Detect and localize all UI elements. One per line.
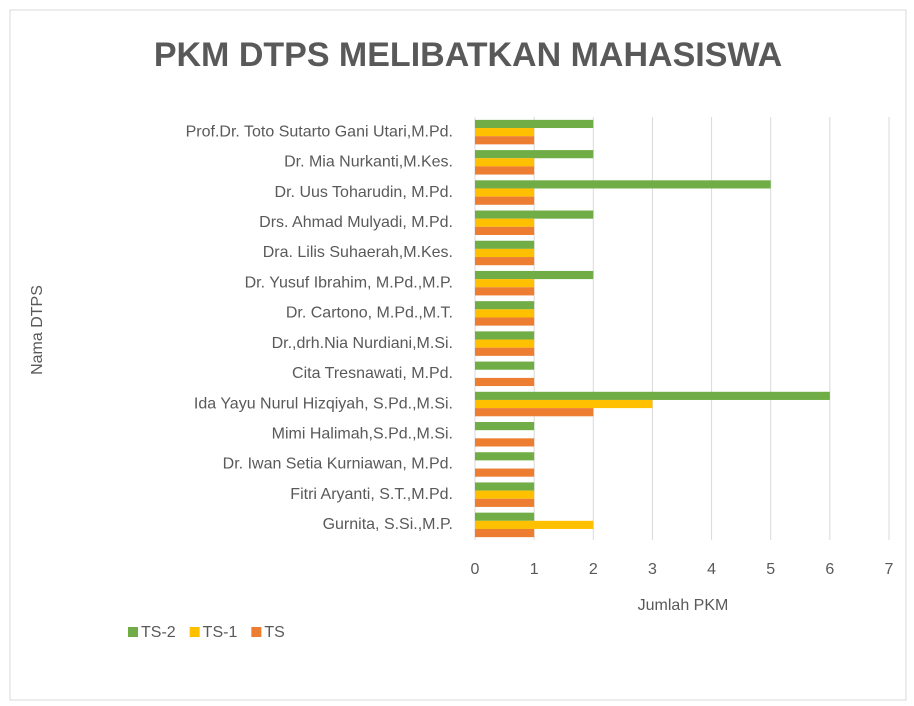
- legend-swatch: [251, 627, 262, 637]
- chart-frame: [9, 9, 907, 701]
- bar: [475, 188, 535, 197]
- bar: [475, 339, 535, 348]
- legend-label: TS-2: [141, 624, 176, 641]
- bar: [475, 240, 535, 249]
- y-tick-label: Mimi Halimah,S.Pd.,M.Si.: [272, 425, 453, 442]
- legend-swatch: [189, 627, 200, 637]
- bar: [475, 408, 594, 417]
- bar: [475, 210, 594, 219]
- y-tick-label: Fitri Aryanti, S.T.,M.Pd.: [290, 486, 453, 503]
- legend-label: TS: [264, 624, 284, 641]
- y-tick-label: Prof.Dr. Toto Sutarto Gani Utari,M.Pd.: [186, 123, 453, 140]
- bar: [475, 287, 535, 296]
- bar: [475, 399, 653, 409]
- legend-swatch: [128, 627, 138, 637]
- bar: [475, 309, 535, 318]
- bar: [475, 438, 535, 447]
- x-tick-label: 0: [471, 561, 480, 578]
- y-tick-label: Cita Tresnawati, M.Pd.: [292, 365, 453, 382]
- bar: [475, 119, 594, 129]
- bar: [475, 422, 535, 431]
- bar: [475, 317, 535, 326]
- y-tick-label: Dr. Cartono, M.Pd.,M.T.: [286, 305, 453, 322]
- bar: [475, 166, 535, 175]
- bar: [475, 468, 535, 477]
- x-tick-label: 1: [530, 561, 539, 578]
- bar: [475, 490, 535, 499]
- x-tick-label: 4: [707, 561, 716, 578]
- bar: [475, 279, 535, 288]
- bar: [475, 128, 535, 137]
- x-tick-label: 2: [589, 561, 598, 578]
- bar: [475, 248, 535, 258]
- bar: [475, 196, 535, 205]
- bar: [475, 347, 535, 356]
- bar: [475, 331, 535, 340]
- bar: [475, 512, 535, 521]
- bar: [475, 226, 535, 235]
- chart-title: PKM DTPS MELIBATKAN MAHASISWA: [154, 36, 782, 74]
- bar: [475, 520, 594, 529]
- y-tick-label: Dr. Mia Nurkanti,M.Kes.: [284, 154, 453, 171]
- y-tick-label: Drs. Ahmad Mulyadi, M.Pd.: [259, 214, 453, 231]
- legend-label: TS-1: [203, 624, 238, 641]
- bar: [475, 377, 535, 387]
- bar: [475, 270, 594, 280]
- y-tick-label: Ida Yayu Nurul Hizqiyah, S.Pd.,M.Si.: [194, 395, 453, 412]
- bar: [475, 218, 535, 227]
- bar: [475, 257, 535, 266]
- y-tick-label: Dr.,drh.Nia Nurdiani,M.Si.: [272, 335, 453, 352]
- y-tick-label: Dr. Yusuf Ibrahim, M.Pd.,M.P.: [245, 274, 453, 291]
- bar: [475, 136, 535, 145]
- bar: [475, 482, 535, 491]
- bar: [475, 180, 771, 189]
- x-tick-label: 5: [766, 561, 775, 578]
- bar: [475, 150, 594, 159]
- bar: [475, 391, 830, 400]
- x-tick-label: 6: [825, 561, 834, 578]
- bar: [475, 158, 535, 167]
- bar: [475, 301, 535, 310]
- x-tick-label: 3: [648, 561, 657, 578]
- y-tick-label: Dra. Lilis Suhaerah,M.Kes.: [263, 244, 453, 261]
- y-tick-label: Dr. Uus Toharudin, M.Pd.: [275, 184, 453, 201]
- bar: [475, 361, 535, 370]
- bar: [475, 498, 535, 507]
- x-tick-label: 7: [885, 561, 894, 578]
- bar: [475, 452, 535, 461]
- x-axis-label: Jumlah PKM: [638, 597, 729, 614]
- y-axis-label: Nama DTPS: [29, 285, 46, 375]
- y-tick-label: Gurnita, S.Si.,M.P.: [323, 516, 453, 533]
- bar: [475, 528, 535, 538]
- y-tick-label: Dr. Iwan Setia Kurniawan, M.Pd.: [223, 456, 453, 473]
